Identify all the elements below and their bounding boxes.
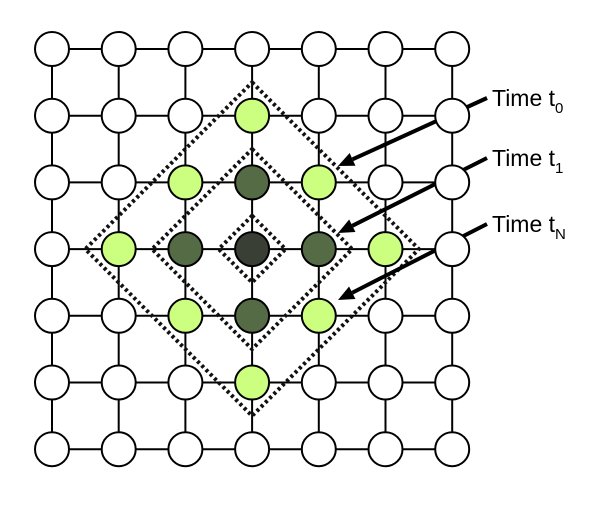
grid-node-r2-c7 — [434, 97, 471, 134]
grid-node-r2-c6 — [367, 97, 404, 134]
grid-node-r1-c4 — [234, 31, 271, 67]
grid-node-r7-c2 — [100, 431, 137, 468]
grid-node-r2-c3 — [167, 97, 204, 134]
grid-node-r3-c2 — [100, 164, 137, 201]
arrow-time-t1 — [338, 156, 488, 233]
grid-node-r1-c1 — [34, 31, 70, 67]
grid-node-r1-c2 — [100, 31, 137, 67]
grid-node-r1-c6 — [367, 31, 404, 67]
grid-node-r4-c2 — [100, 231, 137, 268]
grid-node-r7-c1 — [34, 431, 70, 468]
diamond-t0 — [215, 212, 289, 286]
label-time-t1: Time t1 — [492, 145, 563, 177]
grid-node-r5-c3 — [167, 297, 204, 334]
grid-node-r2-c4 — [234, 97, 271, 134]
arrow-time-tN — [338, 222, 488, 300]
grid-node-r3-c3 — [167, 164, 204, 201]
diamond-t1 — [149, 146, 355, 352]
grid-node-r6-c3 — [167, 364, 204, 401]
grid-node-r3-c7 — [434, 164, 471, 201]
grid-node-r5-c1 — [34, 297, 70, 334]
grid-node-r7-c7 — [434, 431, 471, 468]
grid-node-r7-c6 — [367, 431, 404, 468]
grid-node-r6-c5 — [300, 364, 337, 401]
grid-node-r7-c4 — [234, 431, 271, 468]
grid-node-r7-c5 — [300, 431, 337, 468]
label-time-t0: Time t0 — [492, 85, 563, 117]
time-arrows — [338, 96, 488, 300]
grid-node-r5-c2 — [100, 297, 137, 334]
grid-node-r6-c6 — [367, 364, 404, 401]
grid-node-r6-c4 — [234, 364, 271, 401]
dashed-diamonds — [82, 79, 422, 419]
grid-node-r1-c7 — [434, 31, 471, 67]
grid-node-r4-c4 — [234, 231, 271, 268]
grid-node-r4-c1 — [34, 231, 70, 268]
grid-nodes — [34, 31, 471, 468]
grid-node-r3-c1 — [34, 164, 70, 201]
grid-node-r7-c3 — [167, 431, 204, 468]
grid-node-r3-c4 — [234, 164, 271, 201]
grid-node-r5-c5 — [300, 297, 337, 334]
label-time-tN: Time tN — [492, 211, 566, 243]
grid-node-r4-c6 — [367, 231, 404, 268]
grid-node-r1-c5 — [300, 31, 337, 67]
grid-node-r5-c7 — [434, 297, 471, 334]
grid-node-r4-c3 — [167, 231, 204, 268]
grid-node-r2-c1 — [34, 97, 70, 134]
grid-node-r3-c6 — [367, 164, 404, 201]
diamond-tN — [82, 79, 422, 419]
grid-node-r6-c2 — [100, 364, 137, 401]
grid-node-r6-c1 — [34, 364, 70, 401]
grid-node-r6-c7 — [434, 364, 471, 401]
grid-node-r2-c5 — [300, 97, 337, 134]
grid-node-r4-c7 — [434, 231, 471, 268]
grid-node-r5-c6 — [367, 297, 404, 334]
grid-node-r5-c4 — [234, 297, 271, 334]
grid-node-r2-c2 — [100, 97, 137, 134]
grid-node-r4-c5 — [300, 231, 337, 268]
grid-node-r3-c5 — [300, 164, 337, 201]
grid-node-r1-c3 — [167, 31, 204, 67]
